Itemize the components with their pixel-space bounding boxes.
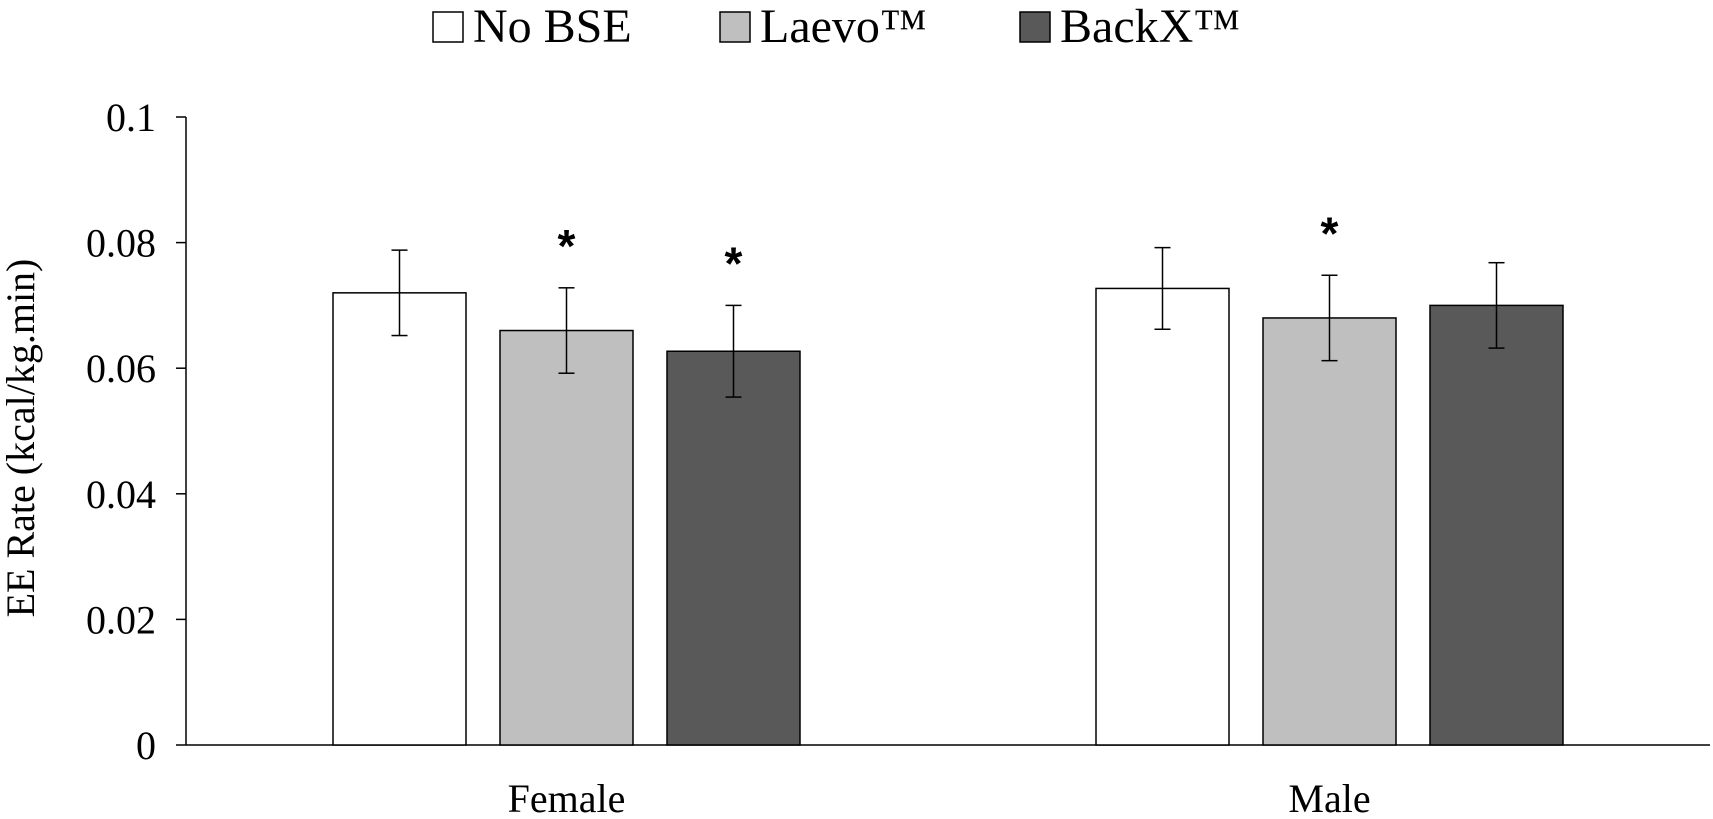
bar: [666, 350, 801, 746]
legend-swatch: [719, 11, 751, 43]
bar: [1262, 317, 1397, 746]
bar: [332, 292, 467, 746]
significance-marker: *: [1321, 207, 1339, 259]
legend-swatch: [1019, 11, 1051, 43]
bar: [499, 329, 634, 746]
legend-label: BackX™: [1060, 0, 1240, 53]
significance-marker: *: [725, 237, 743, 289]
bar: [1429, 304, 1564, 746]
y-axis-label: EE Rate (kcal/kg.min): [0, 259, 43, 618]
x-category-label: Female: [508, 776, 626, 819]
category-labels: Female Male: [508, 776, 1371, 819]
y-tick-label: 0.08: [86, 221, 156, 266]
x-category-label: Male: [1288, 776, 1370, 819]
legend: No BSE Laevo™ BackX™: [432, 0, 1240, 53]
y-tick-label: 0.02: [86, 597, 156, 642]
y-tick-label: 0.04: [86, 472, 156, 517]
significance-marker: *: [558, 220, 576, 272]
legend-swatch: [432, 11, 464, 43]
bars: * * *: [332, 207, 1564, 746]
legend-label: No BSE: [473, 0, 632, 53]
y-tick-label: 0.06: [86, 346, 156, 391]
y-tick-label: 0.1: [106, 95, 156, 140]
legend-label: Laevo™: [760, 0, 927, 53]
bar: [1095, 287, 1230, 746]
y-tick-label: 0: [136, 723, 156, 768]
